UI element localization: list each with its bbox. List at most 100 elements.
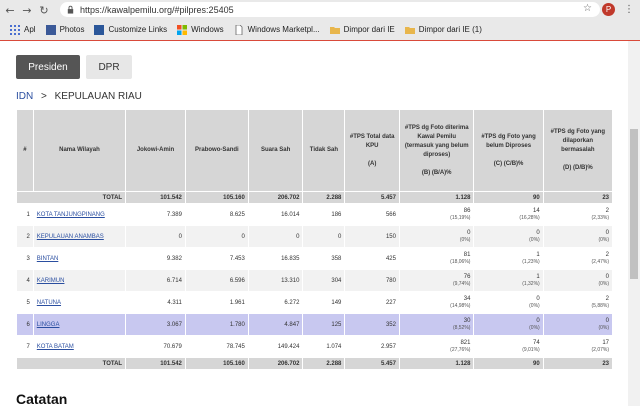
region-link[interactable]: NATUNA	[36, 299, 62, 306]
cell-count: 74	[533, 339, 540, 346]
region-link[interactable]: KARIMUN	[36, 277, 65, 284]
tab-dpr[interactable]: DPR	[86, 55, 132, 79]
tps-bermasalah-cell: 17 (2,07%)	[542, 335, 614, 358]
tps-total-cell: 150	[344, 225, 400, 248]
cell-percent: (0%)	[529, 302, 540, 309]
tps-belum-cell: 1 (1,32%)	[473, 269, 544, 292]
tps-foto-cell: 81 (18,06%)	[398, 247, 475, 270]
header-tps-total: #TPS Total data KPU (A)	[344, 109, 400, 192]
region-cell: BINTAN	[32, 247, 127, 270]
total-jokowi: 101.542	[125, 191, 186, 204]
tps-foto-cell: 0 (0%)	[398, 225, 475, 248]
bookmark-label: Windows Marketpl...	[247, 25, 320, 34]
suara-sah-cell: 13.310	[247, 269, 304, 292]
scrollbar[interactable]	[628, 41, 640, 406]
cell-count: 0	[605, 317, 609, 324]
header-nama: Nama Wilayah	[32, 109, 127, 192]
tps-belum-cell: 14 (16,28%)	[473, 203, 544, 226]
catatan-heading: Catatan	[16, 391, 68, 407]
bookmark-folder-ie[interactable]: Dimpor dari IE	[329, 20, 395, 39]
prabowo-cell: 0	[184, 225, 249, 248]
cell-count: 0	[536, 295, 540, 302]
reload-icon[interactable]: ↻	[39, 3, 49, 17]
tps-bermasalah-cell: 2 (2,33%)	[542, 203, 614, 226]
jokowi-cell: 9.382	[125, 247, 186, 270]
menu-icon[interactable]: ⋮	[624, 4, 634, 15]
address-bar-row: ← → ↻ https://kawalpemilu.org/#pilpres:2…	[0, 0, 640, 20]
total-row: TOTAL 101.542 105.160 206.702 2.288 5.45…	[15, 357, 614, 370]
total-row: TOTAL 101.542 105.160 206.702 2.288 5.45…	[15, 191, 614, 204]
ms-icon	[94, 24, 105, 35]
tps-belum-cell: 0 (0%)	[473, 225, 544, 248]
prabowo-cell: 7.453	[184, 247, 249, 270]
total-tidak: 2.288	[302, 191, 346, 204]
prabowo-cell: 8.625	[184, 203, 249, 226]
url-bar[interactable]: https://kawalpemilu.org/#pilpres:25405 ☆	[60, 2, 600, 17]
total-b: 1.128	[398, 191, 475, 204]
tps-foto-cell: 30 (8,52%)	[398, 313, 475, 336]
region-link[interactable]: KEPULAUAN ANAMBAS	[36, 233, 104, 240]
total-label: TOTAL	[15, 357, 127, 370]
tidak-sah-cell: 125	[302, 313, 346, 336]
jokowi-cell: 70.679	[125, 335, 186, 358]
tps-bermasalah-cell: 0 (0%)	[542, 269, 614, 292]
row-number: 5	[16, 291, 34, 314]
prabowo-cell: 1.780	[184, 313, 249, 336]
total-sah: 206.702	[247, 191, 304, 204]
cell-percent: (2,33%)	[591, 214, 609, 221]
total-label: TOTAL	[15, 191, 127, 204]
row-number: 7	[16, 335, 34, 358]
prabowo-cell: 6.596	[184, 269, 249, 292]
suara-sah-cell: 149.424	[247, 335, 304, 358]
bookmark-label: Dimpor dari IE	[343, 25, 395, 34]
cell-percent: (5,88%)	[591, 302, 609, 309]
header-text: #TPS dg Foto yang belum Diproses	[481, 133, 536, 149]
region-cell: KOTA BATAM	[32, 335, 127, 358]
avatar[interactable]: P	[602, 3, 615, 16]
forward-icon[interactable]: →	[22, 3, 32, 17]
bookmark-photos[interactable]: Photos	[45, 20, 84, 39]
cell-count: 30	[463, 317, 471, 324]
suara-sah-cell: 16.835	[247, 247, 304, 270]
tidak-sah-cell: 304	[302, 269, 346, 292]
tab-presiden[interactable]: Presiden	[16, 55, 80, 79]
region-cell: KARIMUN	[32, 269, 127, 292]
header-prabowo: Prabowo-Sandi	[184, 109, 249, 192]
total-tidak: 2.288	[302, 357, 346, 370]
header-tps-belum: #TPS dg Foto yang belum Diproses (C) (C/B…	[473, 109, 544, 192]
cell-percent: (9,01%)	[522, 346, 540, 353]
region-link[interactable]: KOTA BATAM	[36, 343, 74, 350]
scrollbar-thumb[interactable]	[630, 129, 638, 279]
cell-percent: (1,23%)	[522, 258, 540, 265]
cell-count: 86	[463, 207, 471, 214]
region-link[interactable]: LINGGA	[36, 321, 60, 328]
bookmark-customize-links[interactable]: Customize Links	[94, 20, 167, 39]
folder-icon	[329, 26, 340, 34]
cell-percent: (9,74%)	[452, 280, 471, 287]
bookmark-windows-marketplace[interactable]: Windows Marketpl...	[234, 20, 320, 39]
tps-total-cell: 780	[344, 269, 400, 292]
bookmark-apps[interactable]: Apl	[10, 20, 36, 39]
bookmark-windows[interactable]: Windows	[177, 20, 224, 39]
cell-percent: (15,19%)	[450, 214, 471, 221]
region-link[interactable]: BINTAN	[36, 255, 59, 262]
cell-count: 821	[460, 339, 471, 346]
header-code: (B) (B/A)%	[421, 169, 452, 176]
jokowi-cell: 4.311	[125, 291, 186, 314]
prabowo-cell: 1.961	[184, 291, 249, 314]
jokowi-cell: 0	[125, 225, 186, 248]
header-text: #TPS Total data KPU	[349, 133, 395, 149]
tps-bermasalah-cell: 0 (0%)	[542, 313, 614, 336]
apps-grid-icon	[10, 24, 20, 35]
browser-chrome: ← → ↻ https://kawalpemilu.org/#pilpres:2…	[0, 0, 640, 40]
table-row: 5 NATUNA 4.311 1.961 6.272 149 227 34 (14,98%) 0(…	[16, 291, 614, 314]
back-icon[interactable]: ←	[5, 3, 15, 17]
tps-belum-cell: 0 (0%)	[473, 291, 544, 314]
breadcrumb-root-link[interactable]: IDN	[16, 91, 34, 102]
tps-total-cell: 227	[344, 291, 400, 314]
bookmark-star-icon[interactable]: ☆	[583, 3, 592, 14]
breadcrumb-current: KEPULAUAN RIAU	[54, 91, 142, 102]
region-link[interactable]: KOTA TANJUNGPINANG	[36, 211, 105, 218]
cell-percent: (0%)	[529, 236, 540, 243]
bookmark-folder-ie-1[interactable]: Dimpor dari IE (1)	[404, 20, 482, 39]
